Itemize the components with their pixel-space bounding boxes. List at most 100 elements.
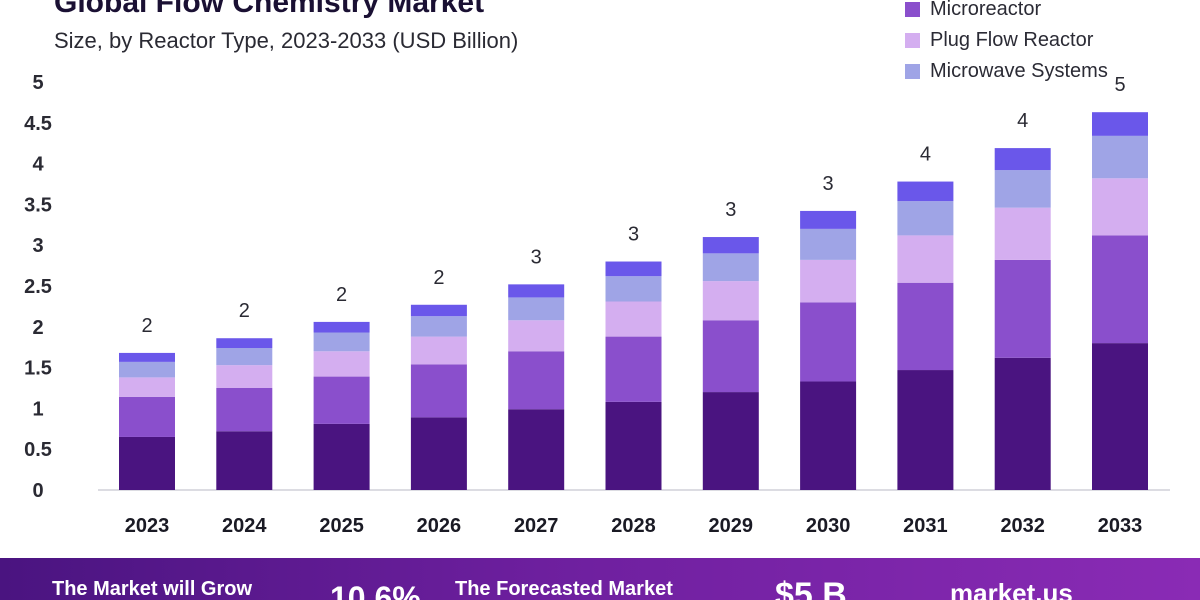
footer-market-value: $5 B bbox=[775, 576, 847, 600]
legend-label-plug-flow-reactor: Plug Flow Reactor bbox=[930, 29, 1094, 51]
bar-segment-2026-s4 bbox=[410, 304, 467, 317]
chart-legend: Microreactor Plug Flow Reactor Microwave… bbox=[905, 0, 1108, 87]
bar-segment-2026-s1 bbox=[410, 364, 467, 418]
footer-cagr: 10.6% bbox=[330, 580, 421, 600]
data-label-2027: 3 bbox=[531, 246, 542, 268]
bar-segment-2028-s0 bbox=[605, 401, 662, 490]
bar-segment-2033-s0 bbox=[1092, 343, 1148, 490]
x-tick-label-2027: 2027 bbox=[514, 515, 559, 537]
bar-segment-2026-s0 bbox=[410, 417, 467, 490]
bar-segment-2030-s0 bbox=[800, 381, 857, 490]
legend-swatch-microreactor bbox=[905, 2, 920, 17]
bar-segment-2031-s1 bbox=[897, 282, 954, 371]
legend-item-plug-flow-reactor: Plug Flow Reactor bbox=[905, 25, 1108, 56]
bar-segment-2027-s0 bbox=[508, 409, 565, 490]
bar-segment-2032-s0 bbox=[994, 357, 1051, 490]
bar-segment-2029-s2 bbox=[702, 281, 759, 321]
bar-segment-2033-s4 bbox=[1092, 112, 1148, 136]
bar-segment-2024-s1 bbox=[216, 388, 273, 432]
chart-subtitle: Size, by Reactor Type, 2023-2033 (USD Bi… bbox=[54, 28, 519, 53]
x-tick-label-2028: 2028 bbox=[611, 515, 656, 537]
bar-segment-2025-s4 bbox=[313, 321, 370, 333]
bar-segment-2032-s2 bbox=[994, 207, 1051, 260]
chart-title: Global Flow Chemistry Market bbox=[54, 0, 485, 19]
bar-segment-2029-s1 bbox=[702, 320, 759, 393]
bar-segment-2028-s3 bbox=[605, 276, 662, 302]
data-label-2033: 5 bbox=[1114, 74, 1125, 96]
y-tick-label: 3.5 bbox=[24, 194, 52, 216]
y-tick-label: 2 bbox=[32, 317, 43, 339]
footer-banner: The Market will Grow 10.6% The Forecaste… bbox=[0, 558, 1200, 600]
bar-segment-2023-s2 bbox=[119, 377, 175, 397]
bar-segment-2028-s4 bbox=[605, 261, 662, 277]
x-tick-label-2026: 2026 bbox=[417, 515, 462, 537]
data-label-2030: 3 bbox=[823, 173, 834, 195]
legend-item-microwave-systems: Microwave Systems bbox=[905, 56, 1108, 87]
y-tick-label: 4.5 bbox=[24, 113, 52, 135]
data-label-2024: 2 bbox=[239, 300, 250, 322]
legend-label-microreactor: Microreactor bbox=[930, 0, 1042, 20]
data-label-2025: 2 bbox=[336, 284, 347, 306]
y-tick-label: 4 bbox=[32, 154, 44, 176]
bar-segment-2032-s3 bbox=[994, 170, 1051, 208]
bar-segment-2027-s4 bbox=[508, 284, 565, 298]
data-label-2026: 2 bbox=[433, 267, 444, 289]
bar-segment-2024-s3 bbox=[216, 348, 273, 366]
footer-forecast-text: The Forecasted Market bbox=[455, 578, 673, 600]
footer-grow-text: The Market will Grow bbox=[52, 578, 253, 600]
bar-segment-2027-s1 bbox=[508, 351, 565, 410]
x-tick-label-2033: 2033 bbox=[1098, 515, 1143, 537]
bar-segment-2025-s1 bbox=[313, 376, 370, 424]
y-tick-label: 3 bbox=[32, 235, 43, 257]
legend-label-microwave-systems: Microwave Systems bbox=[930, 60, 1108, 82]
bar-segment-2033-s2 bbox=[1092, 178, 1148, 236]
bar-segment-2023-s1 bbox=[119, 396, 175, 437]
bar-segment-2028-s2 bbox=[605, 301, 662, 337]
bar-segment-2030-s2 bbox=[800, 259, 857, 303]
x-tick-label-2030: 2030 bbox=[806, 515, 851, 537]
bar-segment-2032-s1 bbox=[994, 259, 1051, 358]
x-tick-label-2023: 2023 bbox=[125, 515, 170, 537]
bar-segment-2030-s3 bbox=[800, 228, 857, 260]
bar-segment-2031-s0 bbox=[897, 370, 954, 490]
y-tick-label: 2.5 bbox=[24, 276, 52, 298]
bar-segment-2027-s3 bbox=[508, 297, 565, 321]
bar-segment-2025-s0 bbox=[313, 423, 370, 490]
bar-segment-2026-s2 bbox=[410, 336, 467, 365]
y-tick-label: 5 bbox=[32, 72, 43, 94]
bar-segment-2030-s1 bbox=[800, 302, 857, 382]
legend-swatch-plug-flow-reactor bbox=[905, 33, 920, 48]
bar-segment-2033-s1 bbox=[1092, 235, 1148, 344]
bar-segment-2028-s1 bbox=[605, 336, 662, 402]
bar-segment-2032-s4 bbox=[994, 148, 1051, 171]
y-tick-label: 0.5 bbox=[24, 439, 52, 461]
bar-segment-2023-s3 bbox=[119, 361, 175, 378]
x-tick-label-2025: 2025 bbox=[319, 515, 364, 537]
data-label-2029: 3 bbox=[725, 199, 736, 221]
stacked-bar-chart: 0 0.5 1 1.5 2 2.5 3 3.5 4 4.5 5 2 2023 2 2024 2 2025 2 202… bbox=[24, 72, 1170, 537]
y-tick-label: 0 bbox=[32, 480, 43, 502]
bar-segment-2023-s4 bbox=[119, 352, 175, 362]
data-label-2031: 4 bbox=[920, 144, 931, 166]
bar-segment-2025-s2 bbox=[313, 351, 370, 377]
bar-segment-2031-s4 bbox=[897, 181, 954, 202]
bar-segment-2023-s0 bbox=[119, 436, 175, 490]
legend-swatch-microwave-systems bbox=[905, 64, 920, 79]
bar-segment-2029-s3 bbox=[702, 253, 759, 282]
x-tick-label-2032: 2032 bbox=[1000, 515, 1045, 537]
bar-segment-2031-s2 bbox=[897, 235, 954, 283]
bar-segment-2029-s4 bbox=[702, 237, 759, 254]
bar-segment-2024-s0 bbox=[216, 431, 273, 490]
legend-item-microreactor: Microreactor bbox=[905, 0, 1108, 25]
bar-segment-2029-s0 bbox=[702, 392, 759, 490]
footer-brand-logo: market.us bbox=[950, 578, 1073, 600]
bar-segment-2027-s2 bbox=[508, 320, 565, 352]
bar-segment-2024-s2 bbox=[216, 365, 273, 388]
bar-segment-2024-s4 bbox=[216, 338, 273, 349]
x-tick-label-2024: 2024 bbox=[222, 515, 267, 537]
data-label-2023: 2 bbox=[141, 315, 152, 337]
x-tick-label-2029: 2029 bbox=[709, 515, 754, 537]
bar-segment-2033-s3 bbox=[1092, 135, 1148, 179]
data-label-2028: 3 bbox=[628, 224, 639, 246]
data-label-2032: 4 bbox=[1017, 110, 1028, 132]
